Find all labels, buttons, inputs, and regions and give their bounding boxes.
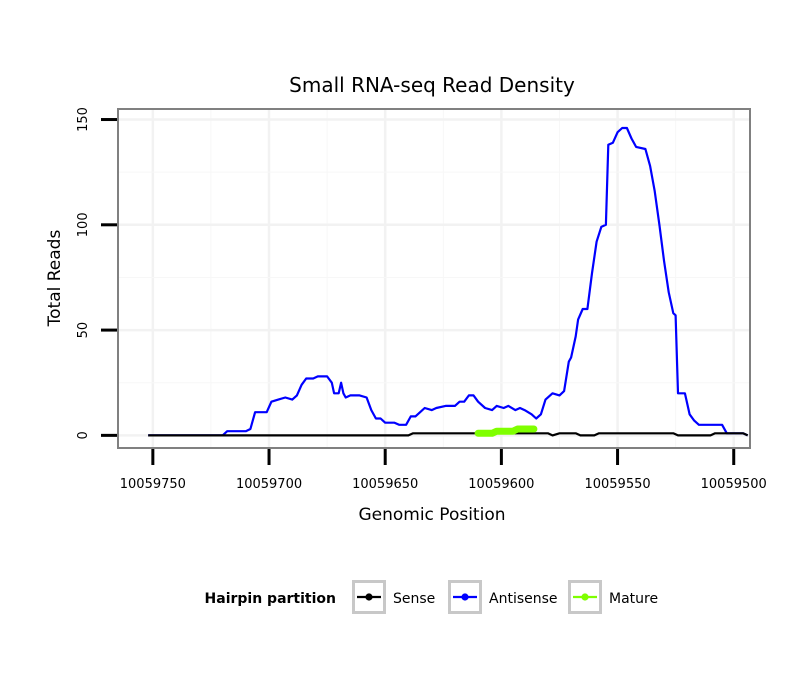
legend-label-mature: Mature [609,591,658,607]
x-tick-label: 10059750 [120,477,186,492]
plot-panel-border [117,108,751,449]
legend-label-antisense: Antisense [489,591,558,607]
legend-title: Hairpin partition [205,591,336,607]
legend-key-dot [461,593,469,601]
y-axis: 0 50 100 150 [76,107,117,440]
x-tick-label: 10059500 [701,477,767,492]
series-line-mature [474,425,538,437]
y-tick-label: 50 [76,322,91,339]
x-tick-label: 10059550 [584,477,650,492]
x-tick-label: 10059650 [352,477,418,492]
x-tick-label: 10059600 [468,477,534,492]
x-axis-label: Genomic Position [358,505,505,525]
series-line-antisense [148,126,749,437]
y-axis-label: Total Reads [45,230,65,328]
legend: Hairpin partition Sense Antisense Mature [205,580,658,614]
legend-label-sense: Sense [393,591,435,607]
legend-key-dot [581,593,589,601]
chart-title: Small RNA-seq Read Density [289,73,575,97]
x-tick-label: 10059700 [236,477,302,492]
legend-key-dot [365,593,373,601]
series-layer [148,126,749,437]
y-tick-label: 0 [76,431,91,439]
x-axis: 10059750 10059700 10059650 10059600 10059550… [120,449,767,492]
y-tick-label: 100 [76,212,91,237]
y-tick-label: 150 [76,107,91,132]
plot-background [118,109,750,448]
